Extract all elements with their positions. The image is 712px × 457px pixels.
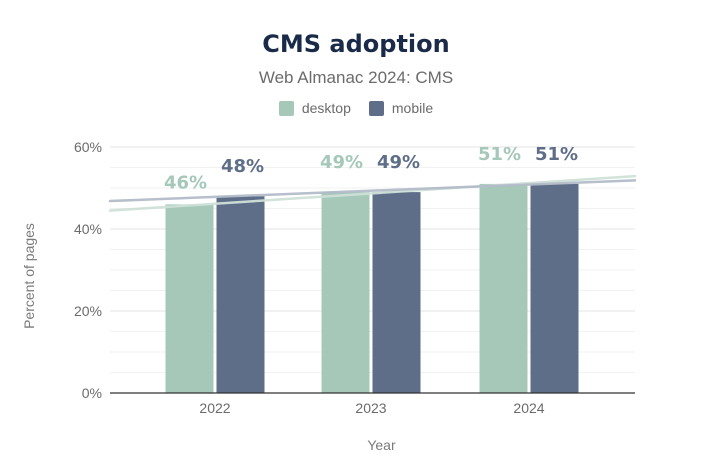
x-tick-label: 2024 [513,400,544,416]
y-axis-title: Percent of pages [21,223,37,329]
data-label-desktop-2024: 51% [478,144,521,165]
legend-swatch-desktop [278,100,294,116]
legend-label-desktop: desktop [301,100,351,116]
y-tick-label: 60% [74,139,102,155]
y-tick-label: 20% [74,303,102,319]
x-tick-label: 2022 [199,400,230,416]
bar-desktop-2024 [479,183,528,393]
bar-mobile-2022 [216,196,265,393]
chart-title: CMS adoption [262,30,450,58]
data-label-desktop-2022: 46% [164,172,207,193]
data-label-mobile-2022: 48% [221,156,264,177]
legend-swatch-mobile [368,100,384,116]
data-label-mobile-2023: 49% [377,152,420,173]
y-tick-label: 40% [74,221,102,237]
x-axis-title: Year [367,437,396,453]
legend-label-mobile: mobile [391,100,434,116]
legend-item-mobile[interactable]: mobile [368,100,434,116]
y-tick-label: 0% [82,385,102,401]
chart-legend: desktop mobile [0,100,712,116]
data-label-mobile-2024: 51% [535,144,578,165]
trendline-desktop [108,174,637,212]
bar-mobile-2023 [372,192,421,393]
bar-desktop-2022 [165,204,214,393]
bar-desktop-2023 [321,192,370,393]
legend-item-desktop[interactable]: desktop [278,100,351,116]
bar-mobile-2024 [530,183,579,393]
chart-subtitle: Web Almanac 2024: CMS [258,68,454,87]
trendline-mobile [108,179,637,203]
data-label-desktop-2023: 49% [320,152,363,173]
x-tick-label: 2023 [355,400,386,416]
